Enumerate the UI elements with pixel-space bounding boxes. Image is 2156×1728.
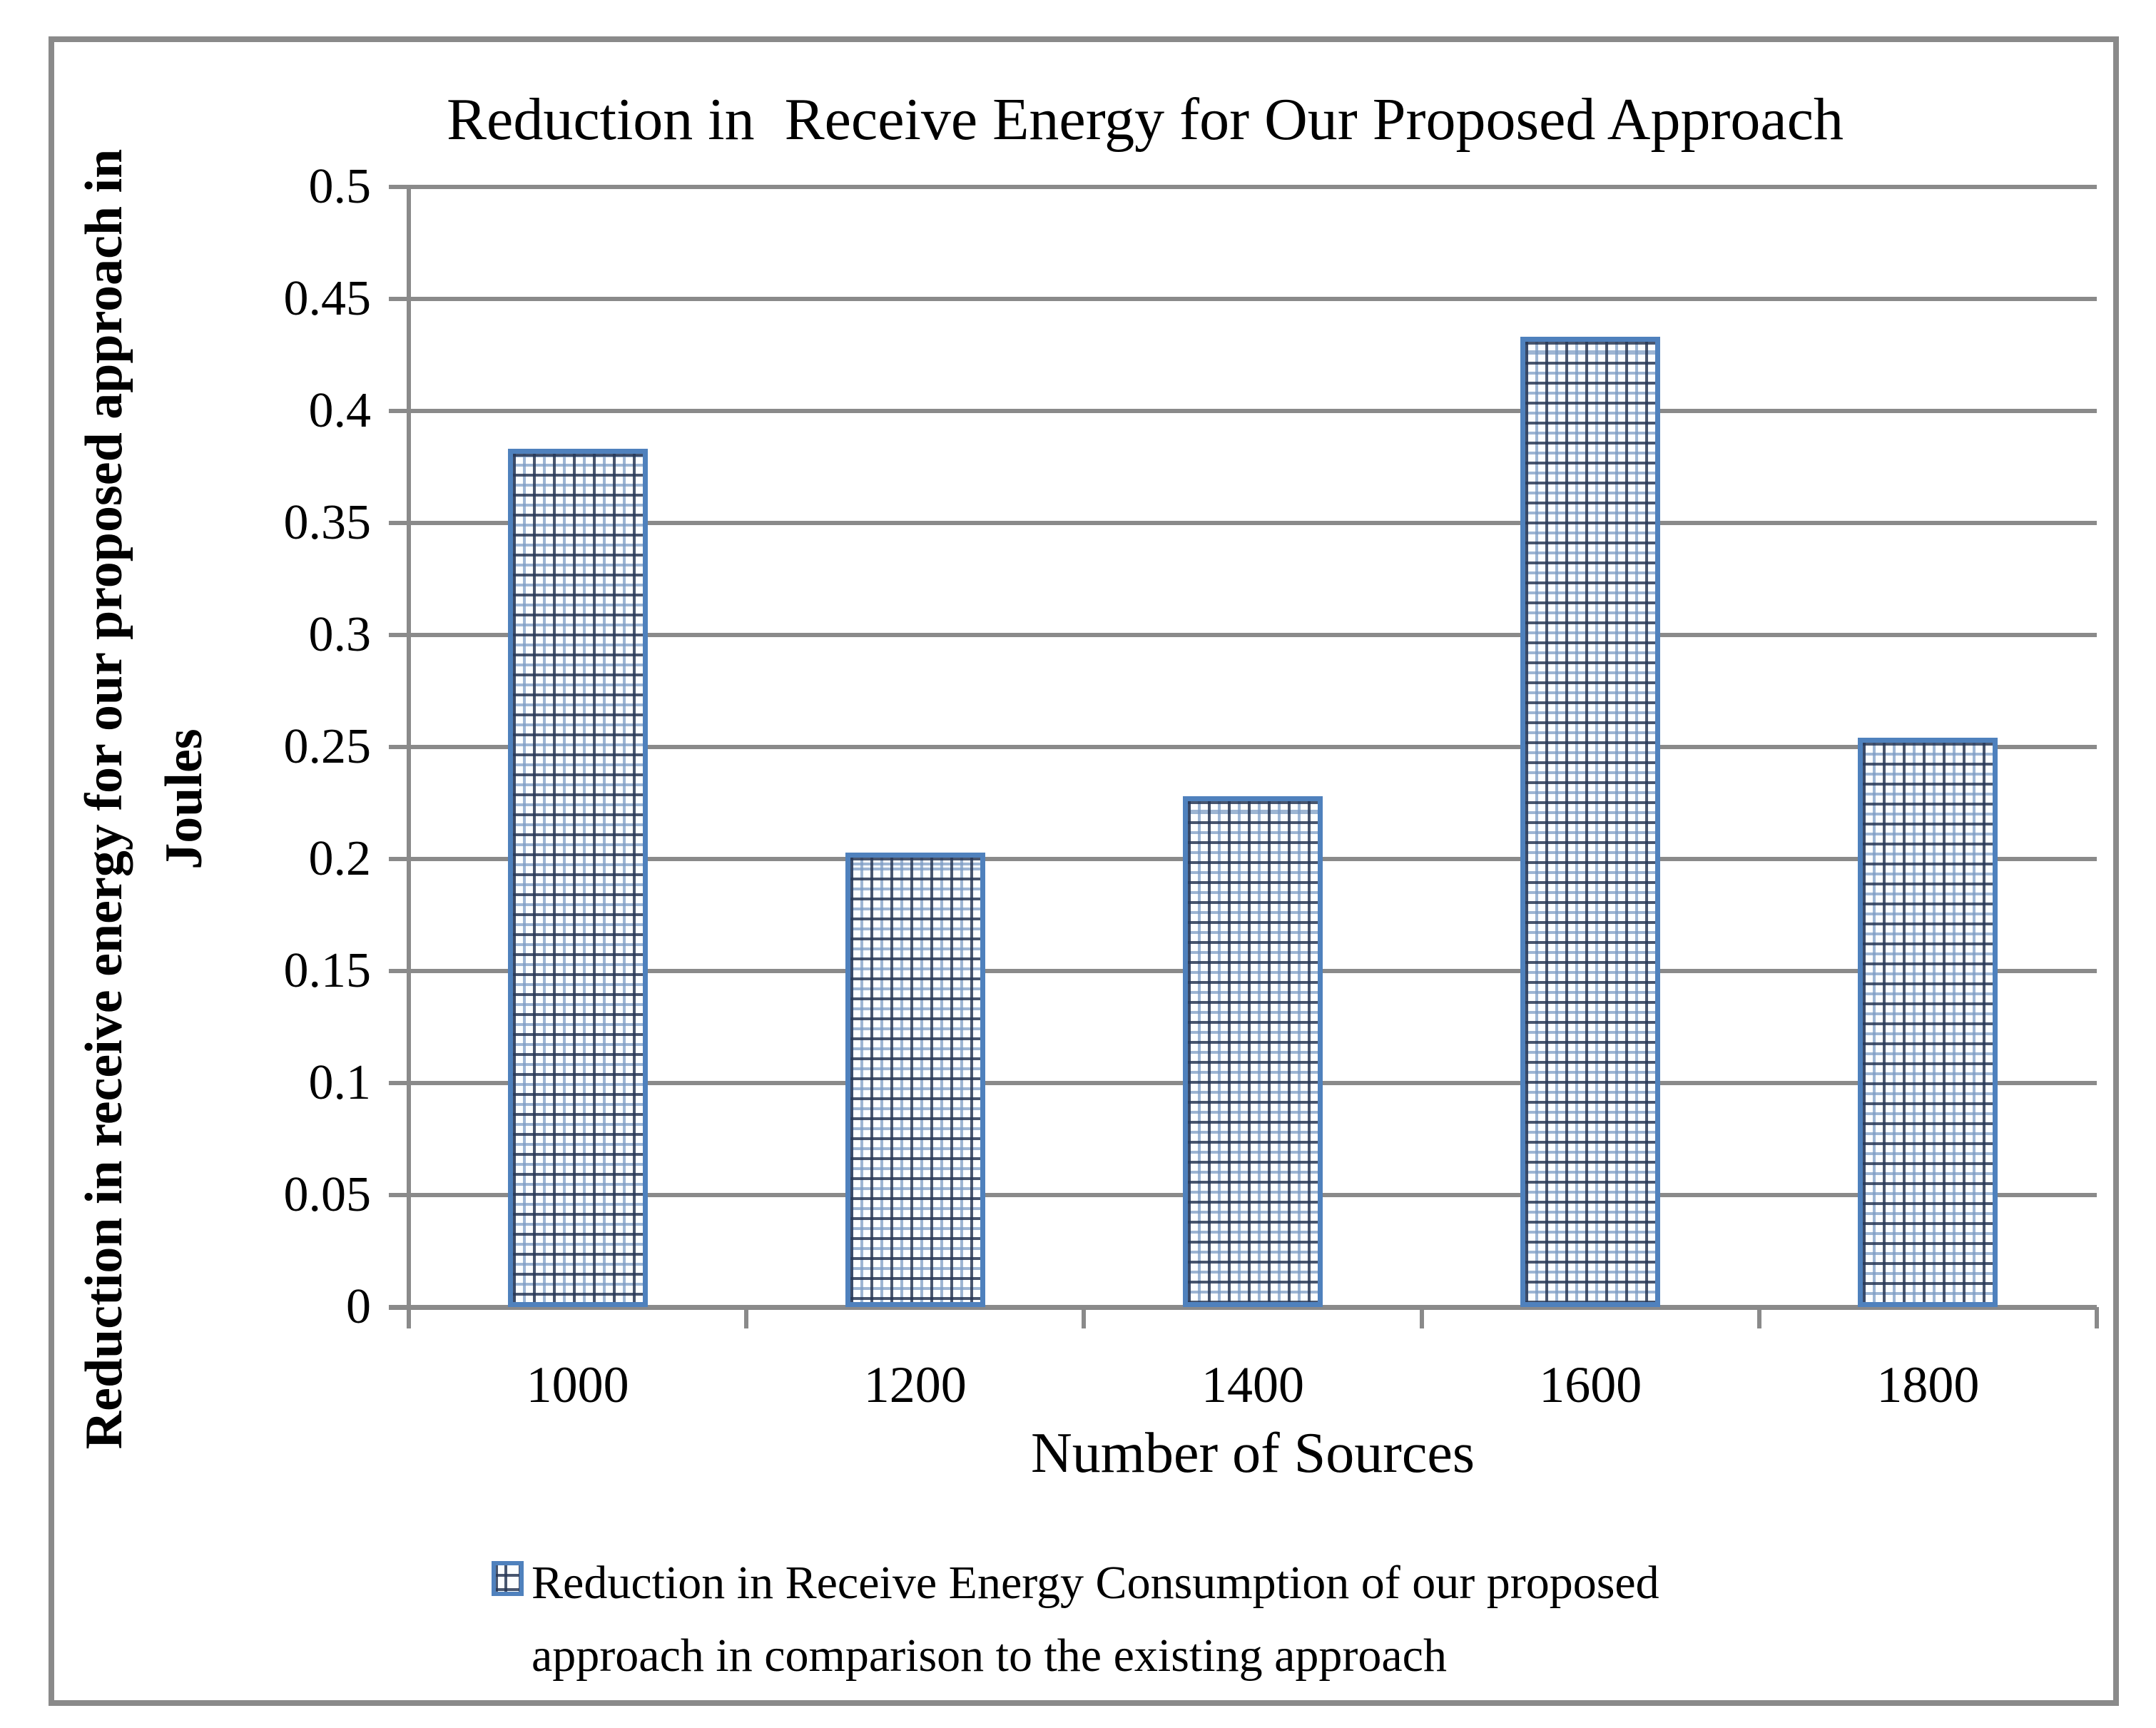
y-tick-label: 0.3 xyxy=(308,607,372,662)
x-axis-tick xyxy=(1756,1307,1761,1328)
bar xyxy=(1520,337,1661,1307)
x-tick-label: 1000 xyxy=(526,1356,629,1413)
y-tick-label: 0.15 xyxy=(283,943,372,998)
y-tick-label: 0.45 xyxy=(283,271,372,326)
y-axis-tick xyxy=(389,297,410,301)
x-axis-title: Number of Sources xyxy=(1030,1422,1475,1485)
x-tick-label: 1400 xyxy=(1201,1356,1304,1413)
x-tick-label: 1600 xyxy=(1539,1356,1642,1413)
y-tick-label: 0.2 xyxy=(308,831,372,886)
y-axis-tick xyxy=(389,1193,410,1197)
x-axis-line xyxy=(389,1305,2097,1310)
y-axis-tick xyxy=(389,857,410,861)
y-axis-title-line2: Joules xyxy=(155,728,213,870)
y-tick-label: 0.05 xyxy=(283,1167,372,1222)
gridline xyxy=(409,521,2097,525)
bar xyxy=(1183,796,1323,1307)
y-axis-tick xyxy=(389,185,410,189)
y-axis-tick xyxy=(389,1081,410,1085)
x-axis-tick xyxy=(407,1307,411,1328)
y-axis-tick xyxy=(389,969,410,973)
y-axis-line xyxy=(407,187,411,1328)
x-axis-tick xyxy=(744,1307,749,1328)
y-tick-label: 0.5 xyxy=(308,159,372,214)
gridline xyxy=(409,409,2097,413)
y-axis-title-line1: Reduction in receive energy for our prop… xyxy=(75,148,133,1450)
bar xyxy=(1858,738,1998,1307)
chart-title: Reduction in Receive Energy for Our Prop… xyxy=(447,86,1844,153)
legend-marker-icon xyxy=(492,1561,524,1596)
x-axis-tick xyxy=(2095,1307,2099,1328)
bar xyxy=(507,449,648,1307)
x-tick-label: 1800 xyxy=(1876,1356,1980,1413)
legend-label-line2: approach in comparison to the existing a… xyxy=(532,1630,1447,1682)
y-axis-tick xyxy=(389,745,410,749)
y-tick-label: 0 xyxy=(346,1279,371,1334)
x-axis-tick xyxy=(1419,1307,1424,1328)
legend-label: Reduction in Receive Energy Consumption … xyxy=(532,1547,1887,1692)
y-axis-tick xyxy=(389,409,410,413)
gridline xyxy=(409,745,2097,749)
y-tick-label: 0.25 xyxy=(283,719,372,774)
legend-label-line1: Reduction in Receive Energy Consumption … xyxy=(532,1557,1659,1609)
gridline xyxy=(409,297,2097,301)
y-tick-label: 0.4 xyxy=(308,383,372,438)
x-axis-tick xyxy=(1082,1307,1087,1328)
x-tick-label: 1200 xyxy=(863,1356,967,1413)
bar xyxy=(845,853,985,1307)
gridline xyxy=(409,633,2097,637)
gridline xyxy=(409,185,2097,189)
y-axis-tick xyxy=(389,521,410,525)
y-tick-label: 0.35 xyxy=(283,495,372,550)
y-axis-tick xyxy=(389,633,410,637)
y-tick-label: 0.1 xyxy=(308,1055,372,1110)
chart-frame xyxy=(49,36,2119,1706)
y-axis-title: Reduction in receive energy for our prop… xyxy=(64,121,228,1477)
